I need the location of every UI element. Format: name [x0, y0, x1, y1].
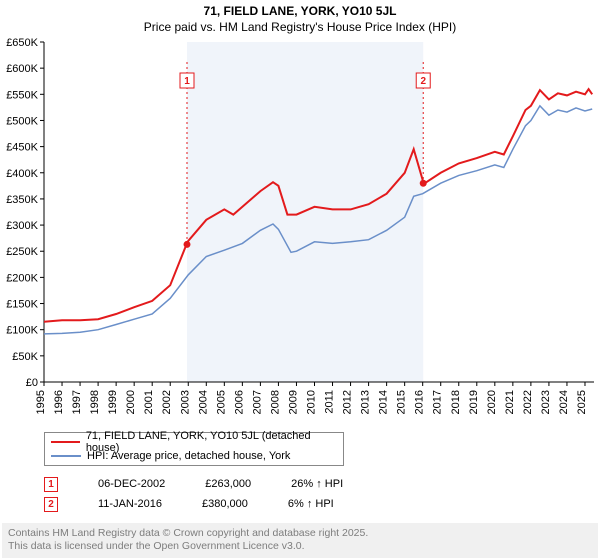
svg-text:2012: 2012 — [342, 390, 354, 414]
copyright-line-2: This data is licensed under the Open Gov… — [8, 540, 592, 554]
svg-text:2014: 2014 — [378, 390, 390, 414]
svg-text:2013: 2013 — [360, 390, 372, 414]
marker-date-1: 06-DEC-2002 — [98, 478, 165, 490]
svg-text:£150K: £150K — [6, 299, 38, 311]
svg-text:2005: 2005 — [215, 390, 227, 414]
marker-row: 1 06-DEC-2002 £263,000 26% ↑ HPI — [44, 474, 343, 494]
svg-text:£200K: £200K — [6, 272, 38, 284]
svg-text:£50K: £50K — [12, 351, 38, 363]
svg-text:2019: 2019 — [468, 390, 480, 414]
legend-row: 71, FIELD LANE, YORK, YO10 5JL (detached… — [51, 435, 337, 449]
svg-text:2021: 2021 — [504, 390, 516, 414]
svg-text:1996: 1996 — [53, 390, 65, 414]
copyright-line-1: Contains HM Land Registry data © Crown c… — [8, 527, 592, 541]
marker-price-1: £263,000 — [205, 478, 251, 490]
svg-text:2000: 2000 — [125, 390, 137, 414]
svg-text:£450K: £450K — [6, 142, 38, 154]
svg-text:1995: 1995 — [35, 390, 47, 414]
svg-text:2023: 2023 — [540, 390, 552, 414]
line-chart: £0 £50K £100K £150K £200K £250K £300K £350K £400… — [0, 38, 600, 428]
legend-label-2: HPI: Average price, detached house, York — [87, 450, 290, 462]
svg-text:£600K: £600K — [6, 63, 38, 75]
marker-delta-2: 6% ↑ HPI — [288, 498, 334, 510]
svg-text:£250K: £250K — [6, 246, 38, 258]
svg-text:£550K: £550K — [6, 89, 38, 101]
chart-svg: £0 £50K £100K £150K £200K £250K £300K £350K £400… — [0, 38, 600, 428]
svg-text:1: 1 — [184, 76, 190, 87]
chart-title: 71, FIELD LANE, YORK, YO10 5JL — [0, 0, 600, 18]
svg-text:£400K: £400K — [6, 168, 38, 180]
svg-text:£500K: £500K — [6, 115, 38, 127]
svg-text:2004: 2004 — [197, 390, 209, 414]
svg-text:2008: 2008 — [269, 390, 281, 414]
legend: 71, FIELD LANE, YORK, YO10 5JL (detached… — [44, 432, 344, 466]
svg-text:2025: 2025 — [576, 390, 588, 414]
legend-swatch-2 — [51, 455, 81, 457]
copyright-notice: Contains HM Land Registry data © Crown c… — [2, 523, 598, 558]
marker-row: 2 11-JAN-2016 £380,000 6% ↑ HPI — [44, 494, 343, 514]
marker-badge-1: 1 — [44, 477, 58, 492]
markers-table: 1 06-DEC-2002 £263,000 26% ↑ HPI 2 11-JA… — [44, 474, 343, 514]
svg-text:2009: 2009 — [287, 390, 299, 414]
svg-text:2024: 2024 — [558, 390, 570, 414]
marker-delta-1: 26% ↑ HPI — [291, 478, 343, 490]
svg-text:2001: 2001 — [143, 390, 155, 414]
svg-text:£650K: £650K — [6, 38, 38, 49]
svg-text:1998: 1998 — [89, 390, 101, 414]
svg-text:2006: 2006 — [233, 390, 245, 414]
svg-text:£300K: £300K — [6, 220, 38, 232]
svg-text:2: 2 — [420, 76, 426, 87]
chart-subtitle: Price paid vs. HM Land Registry's House … — [0, 18, 600, 34]
svg-text:2017: 2017 — [432, 390, 444, 414]
svg-text:2007: 2007 — [251, 390, 263, 414]
svg-text:2011: 2011 — [324, 390, 336, 414]
marker-date-2: 11-JAN-2016 — [98, 498, 162, 510]
svg-text:2018: 2018 — [450, 390, 462, 414]
svg-text:£0: £0 — [26, 377, 38, 389]
legend-swatch-1 — [51, 441, 80, 443]
svg-text:2016: 2016 — [414, 390, 426, 414]
svg-text:2010: 2010 — [305, 390, 317, 414]
svg-text:1999: 1999 — [107, 390, 119, 414]
svg-text:2022: 2022 — [522, 390, 534, 414]
marker-price-2: £380,000 — [202, 498, 248, 510]
svg-text:2020: 2020 — [486, 390, 498, 414]
marker-badge-2: 2 — [44, 497, 58, 512]
svg-text:1997: 1997 — [71, 390, 83, 414]
svg-text:2002: 2002 — [161, 390, 173, 414]
svg-text:£350K: £350K — [6, 194, 38, 206]
svg-text:£100K: £100K — [6, 325, 38, 337]
svg-text:2003: 2003 — [179, 390, 191, 414]
svg-text:2015: 2015 — [396, 390, 408, 414]
